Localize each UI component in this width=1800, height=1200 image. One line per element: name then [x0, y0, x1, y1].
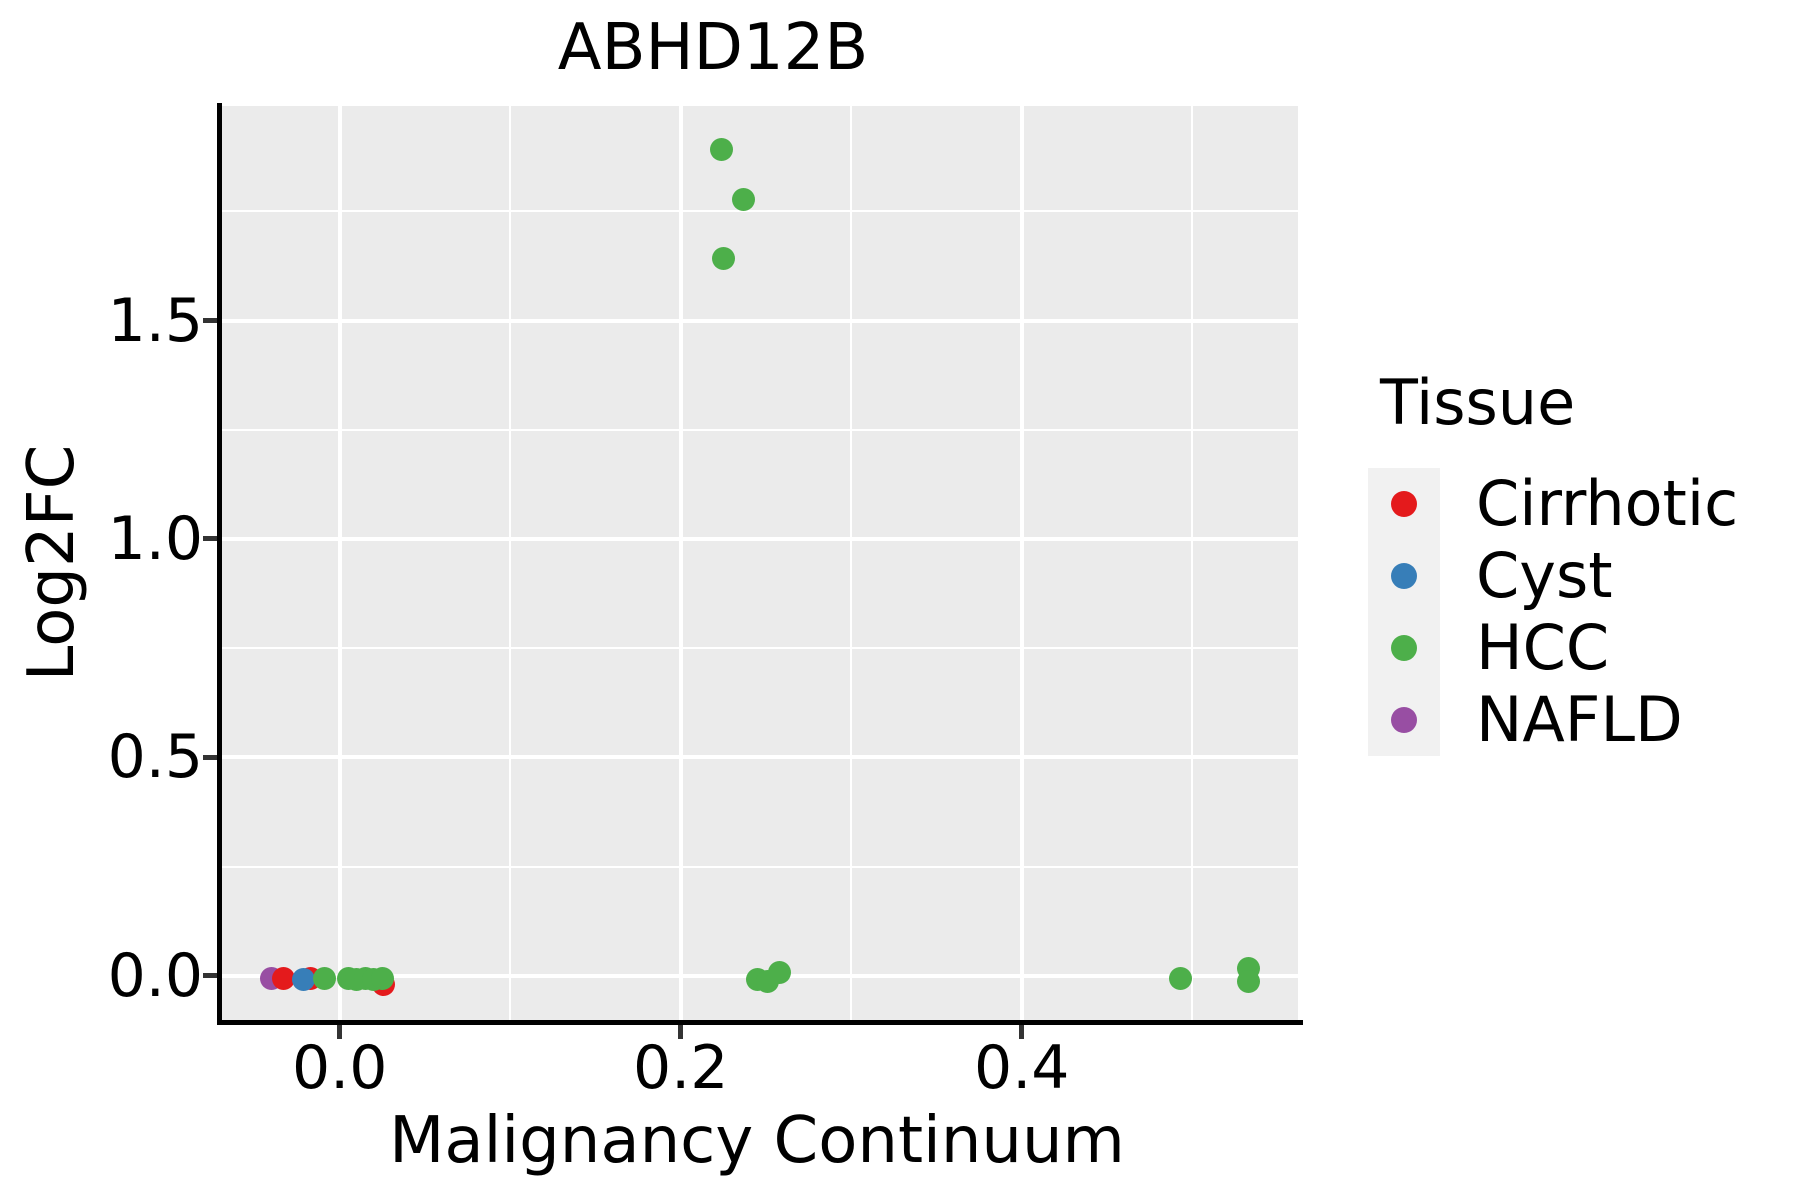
gridline-x-major — [678, 106, 683, 1020]
gridline-x-minor — [509, 106, 512, 1020]
data-point-cirrhotic — [271, 967, 295, 991]
plot-panel — [222, 106, 1298, 1020]
legend-swatch-dot — [1391, 491, 1417, 517]
data-point-cyst — [292, 968, 316, 992]
legend-entry-label: Cyst — [1476, 539, 1613, 612]
x-axis-tick — [1019, 1025, 1025, 1039]
data-point-hcc — [732, 188, 756, 212]
data-point-hcc — [1168, 967, 1192, 991]
gridline-x-minor — [850, 106, 853, 1020]
legend-entry-label: Cirrhotic — [1476, 467, 1739, 540]
legend-swatch-dot — [1391, 563, 1417, 589]
y-axis-tick — [203, 318, 217, 324]
gridline-x-minor — [1191, 106, 1194, 1020]
y-axis-tick — [203, 754, 217, 760]
y-axis-tick — [203, 973, 217, 979]
gridline-x-major — [337, 106, 342, 1020]
legend-entry-label: NAFLD — [1476, 683, 1683, 756]
x-axis-line — [217, 1020, 1303, 1025]
legend-swatch-dot — [1391, 707, 1417, 733]
y-axis-line — [217, 103, 222, 1025]
legend-title: Tissue — [1380, 366, 1576, 439]
y-tick-label: 1.5 — [107, 285, 203, 356]
plot-title: ABHD12B — [557, 11, 869, 85]
gridline-y-minor — [222, 210, 1298, 213]
gridline-x-major — [1019, 106, 1024, 1020]
gridline-y-minor — [222, 647, 1298, 650]
legend-entry-label: HCC — [1476, 611, 1610, 684]
y-axis-title: Log2FC — [15, 444, 89, 682]
gridline-y-major — [222, 755, 1298, 760]
data-point-hcc — [768, 961, 792, 985]
x-tick-label: 0.4 — [974, 1033, 1070, 1103]
x-axis-title: Malignancy Continuum — [389, 1104, 1125, 1178]
x-axis-tick — [678, 1025, 684, 1039]
data-point-hcc — [710, 137, 734, 161]
x-tick-label: 0.2 — [632, 1033, 729, 1103]
legend-swatch-dot — [1391, 635, 1417, 661]
gridline-y-major — [222, 536, 1298, 541]
y-tick-label: 0.0 — [107, 940, 203, 1011]
y-tick-label: 1.0 — [107, 503, 203, 574]
gridline-y-major — [222, 318, 1298, 323]
data-point-hcc — [1237, 970, 1261, 994]
y-tick-label: 0.5 — [107, 722, 203, 793]
x-axis-tick — [337, 1025, 343, 1039]
y-axis-tick — [203, 536, 217, 542]
data-point-hcc — [370, 967, 394, 991]
data-point-hcc — [312, 967, 336, 991]
gridline-y-minor — [222, 865, 1298, 868]
gridline-y-minor — [222, 428, 1298, 431]
data-point-hcc — [711, 246, 735, 270]
x-tick-label: 0.0 — [291, 1033, 388, 1103]
